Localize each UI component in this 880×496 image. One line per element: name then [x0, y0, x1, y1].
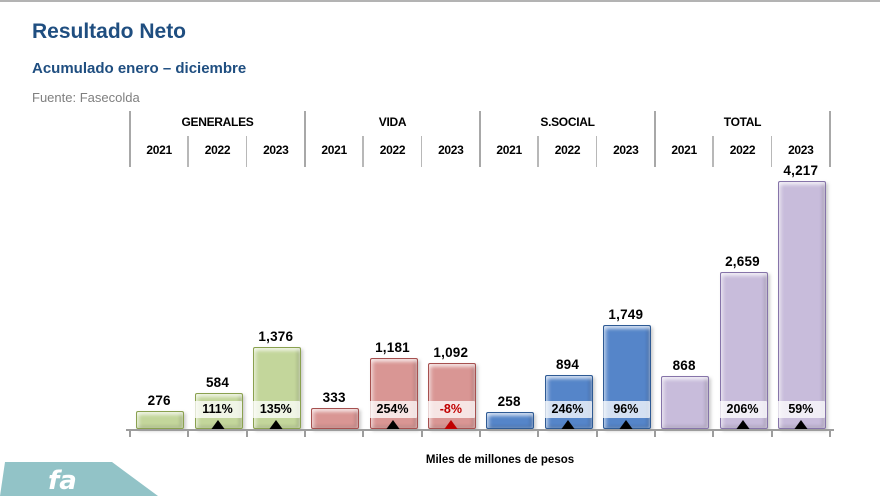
growth-triangle-icon — [384, 420, 401, 431]
column-group-header: TOTAL — [723, 115, 762, 129]
column-group-header: GENERALES — [181, 115, 254, 129]
growth-triangle-icon — [209, 420, 226, 431]
year-divider — [362, 136, 364, 167]
axis-tick — [245, 431, 248, 437]
axis-tick — [537, 431, 540, 437]
bar-value-label: 2,659 — [725, 254, 760, 269]
bar — [661, 376, 710, 429]
axis-tick — [129, 431, 131, 437]
growth-percentage-label: 111% — [193, 401, 242, 418]
year-header: 2021 — [671, 143, 697, 157]
bar — [486, 412, 535, 429]
group-divider — [129, 111, 131, 167]
bar-value-label: 584 — [205, 375, 230, 390]
bar — [136, 411, 185, 429]
growth-triangle-icon — [442, 420, 459, 431]
year-divider — [420, 136, 423, 167]
axis-tick — [304, 431, 306, 437]
axis-tick — [595, 431, 598, 437]
bar-value-label: 4,217 — [783, 163, 819, 178]
column-group-header: VIDA — [378, 115, 407, 129]
growth-triangle-icon — [267, 420, 284, 431]
x-axis-label: Miles de millones de pesos — [425, 454, 575, 466]
year-divider — [595, 136, 598, 167]
group-divider — [304, 111, 306, 167]
bar-value-label: 1,749 — [608, 307, 644, 322]
page-title: Resultado Neto — [32, 20, 187, 43]
axis-tick — [479, 431, 481, 437]
year-divider — [245, 136, 248, 167]
year-header: 2023 — [438, 143, 464, 157]
svg-text:fa: fa — [48, 466, 77, 496]
year-header: 2022 — [554, 143, 581, 157]
bar — [777, 181, 826, 429]
bar — [427, 363, 476, 429]
bar-value-label: 868 — [672, 358, 696, 373]
bar — [311, 408, 360, 429]
bar-value-label: 1,092 — [433, 345, 469, 360]
year-header: 2023 — [788, 143, 814, 157]
year-divider — [537, 136, 539, 167]
axis-tick — [712, 431, 715, 437]
year-header: 2022 — [379, 143, 406, 157]
year-header: 2023 — [263, 143, 289, 157]
bar-value-label: 258 — [497, 394, 521, 409]
fasecolda-logo-icon: fa — [0, 462, 158, 496]
group-divider — [829, 111, 831, 167]
growth-percentage-label: -8% — [426, 401, 475, 418]
bar — [369, 358, 418, 429]
year-divider — [770, 136, 773, 167]
x-axis-line — [126, 429, 834, 431]
growth-triangle-icon — [792, 420, 809, 431]
bar-chart: GENERALES 2021 276 2022 584 111% 2023 1,376 135%… — [126, 108, 834, 437]
axis-tick — [187, 431, 190, 437]
growth-percentage-label: 59% — [776, 401, 825, 418]
year-divider — [187, 136, 189, 167]
year-divider — [712, 136, 714, 167]
growth-triangle-icon — [617, 420, 634, 431]
growth-triangle-icon — [559, 420, 576, 431]
axis-tick — [362, 431, 365, 437]
bar-value-label: 1,181 — [375, 340, 410, 355]
group-divider — [654, 111, 656, 167]
year-header: 2021 — [146, 143, 172, 157]
axis-tick — [654, 431, 656, 437]
year-header: 2023 — [613, 143, 639, 157]
group-divider — [479, 111, 481, 167]
bar-value-label: 1,376 — [258, 329, 294, 344]
axis-tick — [829, 431, 831, 437]
bar-value-label: 894 — [555, 357, 580, 372]
bar-value-label: 333 — [322, 390, 346, 405]
source-note: Fuente: Fasecolda — [32, 90, 140, 105]
growth-percentage-label: 206% — [718, 401, 767, 418]
year-header: 2021 — [321, 143, 347, 157]
axis-tick — [420, 431, 423, 437]
year-header: 2021 — [496, 143, 522, 157]
growth-percentage-label: 135% — [251, 401, 300, 418]
page-subtitle: Acumulado enero – diciembre — [32, 60, 247, 77]
column-group-header: S.SOCIAL — [540, 115, 595, 129]
year-header: 2022 — [204, 143, 231, 157]
growth-percentage-label: 96% — [601, 401, 650, 418]
growth-triangle-icon — [734, 420, 751, 431]
axis-tick — [770, 431, 773, 437]
bar-value-label: 276 — [147, 393, 171, 408]
year-header: 2022 — [729, 143, 756, 157]
growth-percentage-label: 246% — [543, 401, 592, 418]
growth-percentage-label: 254% — [368, 401, 417, 418]
